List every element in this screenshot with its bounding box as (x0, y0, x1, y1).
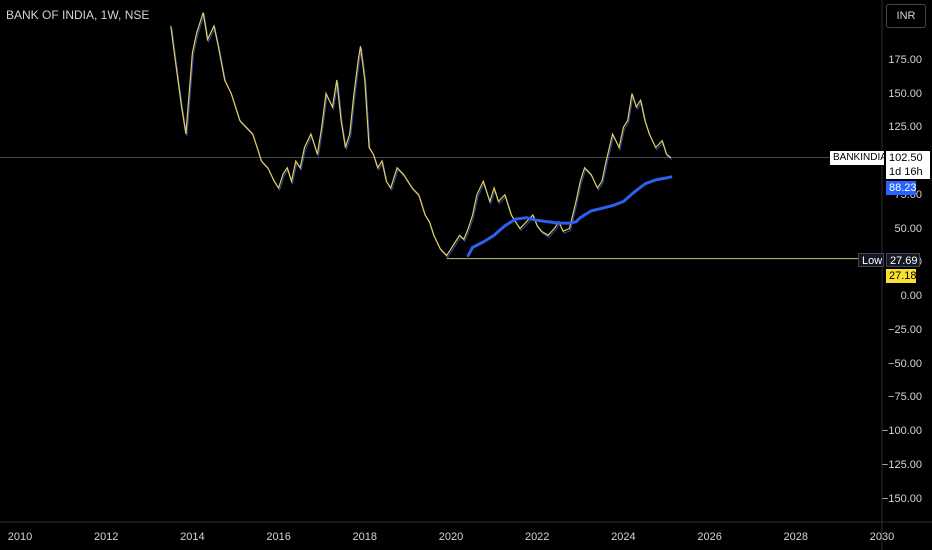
x-tick-label: 2022 (524, 531, 550, 543)
symbol-tag: BANKINDIA (830, 151, 887, 165)
y-tick-label: 175.00 (888, 53, 922, 66)
x-tick-label: 2026 (697, 531, 722, 543)
y-tick-label: −50.00 (888, 357, 922, 370)
low-value-tag: 27.69 (886, 253, 920, 267)
y-tick-label: 125.00 (888, 121, 922, 134)
x-tick-label: 2024 (611, 531, 636, 543)
x-tick-label: 2014 (180, 531, 205, 543)
moving-average-tag: 88.23 (886, 181, 917, 195)
low-extra-tag: 27.18 (886, 269, 917, 283)
y-tick-label: −150.00 (881, 492, 922, 505)
last-price-tag: 102.50 (886, 151, 930, 165)
low-label-tag: Low (858, 253, 884, 267)
y-tick-label: 50.00 (894, 222, 922, 235)
x-tick-label: 2020 (438, 531, 464, 543)
currency-button[interactable]: INR (886, 4, 926, 28)
x-tick-label: 2018 (352, 531, 378, 543)
price-series (170, 12, 672, 257)
y-tick-label: 150.00 (888, 87, 922, 100)
y-tick-label: −75.00 (888, 391, 922, 404)
y-tick-label: −100.00 (881, 425, 922, 437)
price-series-shadow (171, 14, 673, 259)
x-tick-label: 2028 (783, 531, 809, 543)
y-tick-label: −25.00 (888, 323, 922, 336)
x-tick-label: 2030 (869, 531, 895, 543)
chart-title: BANK OF INDIA, 1W, NSE (6, 8, 150, 22)
y-tick-label: 0.00 (900, 290, 922, 302)
x-tick-label: 2010 (7, 531, 33, 543)
x-tick-label: 2016 (266, 531, 291, 543)
y-tick-label: −125.00 (881, 458, 922, 471)
moving-average-series (466, 175, 673, 257)
x-tick-label: 2012 (93, 531, 119, 543)
countdown-tag: 1d 16h (886, 165, 930, 179)
